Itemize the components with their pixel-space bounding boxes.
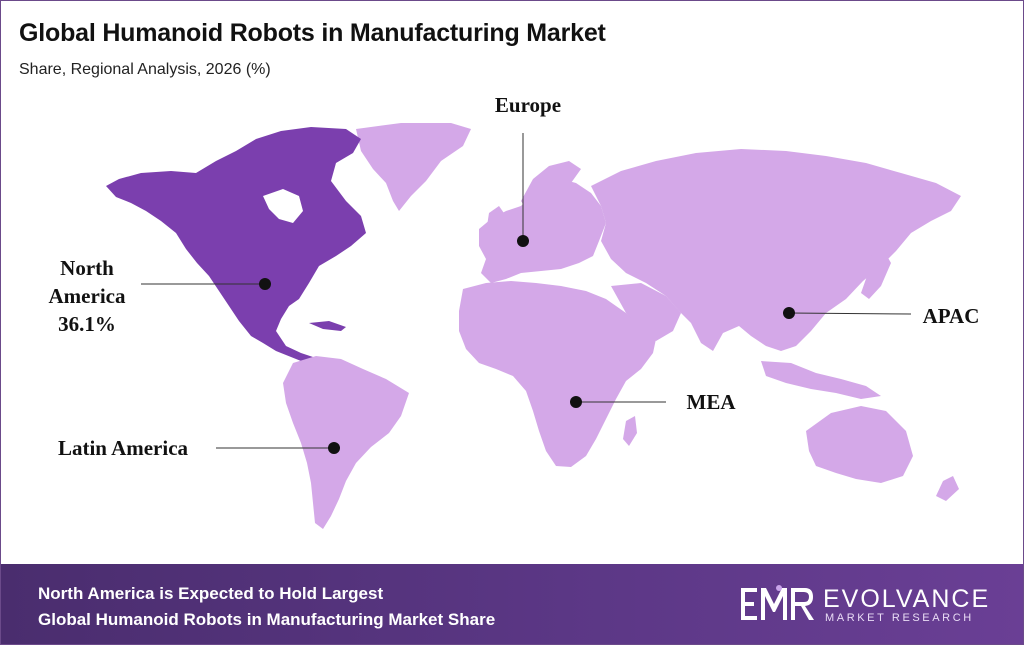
mea-marker [570,396,582,408]
latin-america-marker [328,442,340,454]
label-europe: Europe [495,93,561,117]
region-madagascar [623,416,637,446]
region-southeast-asia [761,361,881,399]
hudson-bay [263,189,303,223]
label-north-america-share: 36.1% [58,312,116,336]
region-apac [591,149,961,351]
page-title: Global Humanoid Robots in Manufacturing … [19,19,606,47]
label-apac: APAC [923,304,980,328]
label-latin-america: Latin America [58,436,189,460]
north-america-marker [259,278,271,290]
evolvance-logo-icon [741,585,814,620]
region-latin-america [283,356,409,529]
region-new-zealand [936,476,959,501]
world-map: North America 36.1% Europe APAC MEA Lati… [49,93,980,529]
footer-banner [1,564,1023,644]
label-mea: MEA [687,390,737,414]
footer-line-1: North America is Expected to Hold Larges… [38,584,384,603]
region-japan [861,249,891,299]
logo-tagline: MARKET RESEARCH [825,612,974,624]
apac-leader [788,312,912,315]
logo-name: EVOLVANCE [823,585,991,613]
region-greenland [356,123,471,211]
region-north-america [106,127,366,366]
label-north-america-line2: America [49,284,126,308]
page-subtitle: Share, Regional Analysis, 2026 (%) [19,61,271,78]
region-europe [479,179,606,283]
region-scandinavia [521,161,581,213]
apac-marker [783,307,795,319]
region-british-isles [487,206,506,237]
region-australia [806,406,913,483]
region-caribbean [309,321,346,331]
region-mea [459,281,656,467]
label-north-america-line1: North [60,256,114,280]
europe-marker [517,235,529,247]
region-arabia [611,283,681,341]
footer-line-2: Global Humanoid Robots in Manufacturing … [38,610,496,629]
